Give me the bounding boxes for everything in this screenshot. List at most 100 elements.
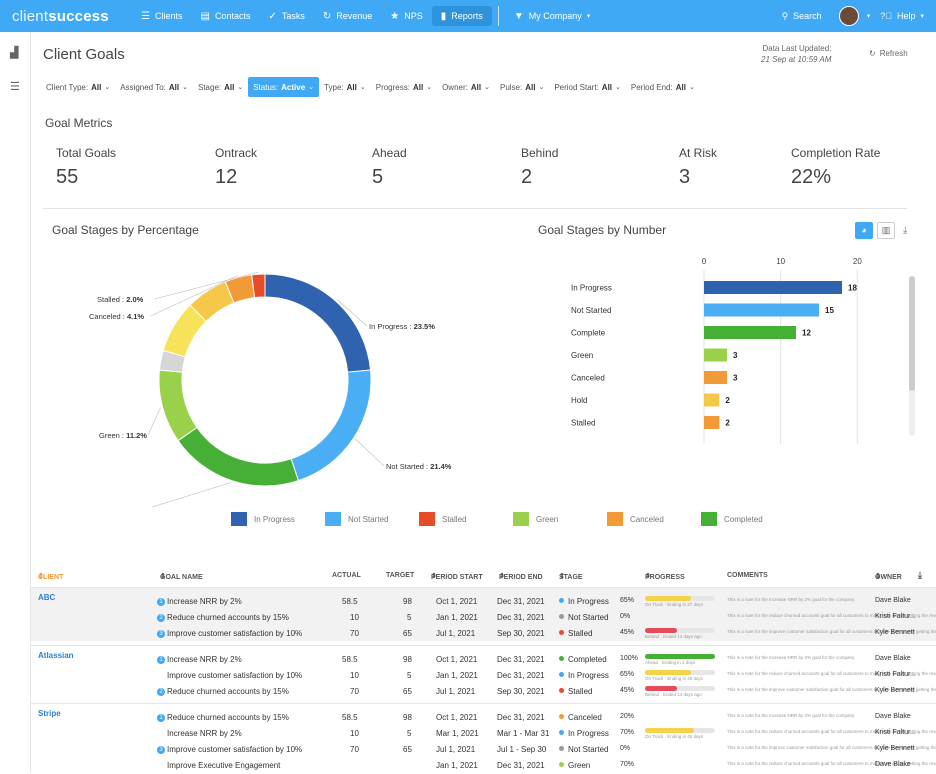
cell-comment: This is a note for the reduce churned ac… bbox=[727, 613, 936, 618]
nav-nps[interactable]: ★ NPS bbox=[390, 10, 423, 22]
app-logo[interactable]: clientsuccess bbox=[12, 7, 109, 25]
filter-pulse[interactable]: Pulse: All ⌄ bbox=[499, 82, 545, 92]
bar-chart-toggle-icon[interactable]: ▥ bbox=[877, 222, 895, 239]
column-period-end[interactable]: PERIOD END ⇕ bbox=[499, 573, 543, 581]
bar-in-progress[interactable] bbox=[704, 281, 842, 294]
goal-name[interactable]: 1 Increase NRR by 2% bbox=[157, 597, 242, 606]
nav-clients[interactable]: ☰ Clients bbox=[141, 10, 183, 22]
table-row[interactable]: 1 Increase NRR by 2% 58.5 98 Oct 1, 2021 Dec … bbox=[31, 594, 936, 610]
cell-progress-pct: 100% bbox=[620, 655, 638, 662]
filter-status[interactable]: Status: Active ⌄ bbox=[248, 77, 320, 97]
table-row[interactable]: Increase NRR by 2% 10 5 Mar 1, 2021 Mar 1 - … bbox=[31, 726, 936, 742]
donut-slice-complete[interactable] bbox=[177, 426, 300, 487]
column-target[interactable]: TARGET bbox=[386, 572, 415, 579]
goal-name[interactable]: 2 Reduce churned accounts by 15% bbox=[157, 687, 289, 696]
bar-complete[interactable] bbox=[704, 326, 796, 339]
tasks-icon: ✓ bbox=[268, 10, 277, 22]
column-stage[interactable]: STAGE ⇕ bbox=[559, 573, 583, 581]
progress-bar: On Track · Ending in 27 days bbox=[645, 596, 715, 607]
pie-chart-toggle-icon[interactable]: ◕ bbox=[855, 222, 873, 239]
stage-dot bbox=[559, 598, 564, 603]
goal-name[interactable]: 3 Improve customer satisfaction by 10% bbox=[157, 745, 302, 754]
legend-item-not-started[interactable]: Not Started bbox=[325, 512, 403, 526]
cell-progress-pct: 45% bbox=[620, 687, 635, 694]
table-row[interactable]: Improve customer satisfaction by 10% 10 5 J… bbox=[31, 668, 936, 684]
download-icon[interactable]: ⤓ bbox=[918, 570, 922, 580]
cell-target: 65 bbox=[403, 687, 412, 696]
company-selector[interactable]: ▼ My Company ▾ bbox=[513, 10, 591, 22]
cell-progress-pct: 0% bbox=[620, 613, 631, 620]
help-menu[interactable]: ?⃝ Help ▾ bbox=[880, 11, 924, 21]
cell-target: 98 bbox=[403, 597, 412, 606]
filter-owner[interactable]: Owner: All ⌄ bbox=[442, 82, 490, 92]
filter-type[interactable]: Type: All ⌄ bbox=[324, 82, 366, 92]
filter-stage[interactable]: Stage: All ⌄ bbox=[198, 82, 244, 92]
chevron-down-icon[interactable]: ▾ bbox=[866, 13, 871, 20]
table-row[interactable]: 1 Increase NRR by 2% 58.5 98 Oct 1, 2021 Dec … bbox=[31, 652, 936, 668]
filter-period-start[interactable]: Period Start: All ⌄ bbox=[554, 82, 621, 92]
column-period-start[interactable]: PERIOD START ⇕ bbox=[431, 573, 483, 581]
chart-scrollbar[interactable] bbox=[909, 276, 915, 436]
table-row[interactable]: Improve Executive Engagement Jan 1, 2021 D… bbox=[31, 758, 936, 774]
goal-name[interactable]: 3 Improve customer satisfaction by 10% bbox=[157, 629, 302, 638]
filter-period-end[interactable]: Period End: All ⌄ bbox=[630, 82, 695, 92]
client-link[interactable]: Atlassian bbox=[38, 651, 74, 660]
column-goal-name[interactable]: GOAL NAME ⇕ bbox=[160, 573, 203, 581]
help-icon: ?⃝ bbox=[880, 11, 892, 21]
download-icon[interactable]: ⤓ bbox=[903, 225, 908, 236]
scrollbar-thumb[interactable] bbox=[909, 276, 915, 391]
table-row[interactable]: 2 Reduce churned accounts by 15% 70 65 Jul 1… bbox=[31, 684, 936, 700]
legend-item-stalled[interactable]: Stalled bbox=[419, 512, 497, 526]
cell-owner: Dave Blake bbox=[875, 655, 911, 662]
nav-revenue[interactable]: ↻ Revenue bbox=[322, 10, 373, 22]
filter-progress[interactable]: Progress: All ⌄ bbox=[375, 82, 433, 92]
bar-stalled[interactable] bbox=[704, 416, 720, 429]
table-row[interactable]: 1 Reduce churned accounts by 15% 58.5 98 Oct… bbox=[31, 710, 936, 726]
goal-name[interactable]: 1 Increase NRR by 2% bbox=[157, 655, 242, 664]
menu-icon[interactable]: ☰ bbox=[10, 81, 20, 93]
donut-slice-not-started[interactable] bbox=[290, 369, 372, 482]
bar-canceled[interactable] bbox=[704, 371, 727, 384]
column-progress[interactable]: PROGRESS ⇕ bbox=[645, 573, 685, 581]
stage-dot bbox=[559, 688, 564, 693]
nav-tasks[interactable]: ✓ Tasks bbox=[268, 10, 305, 22]
legend-item-in-progress[interactable]: In Progress bbox=[231, 512, 309, 526]
table-row[interactable]: 2 Reduce churned accounts by 15% 10 5 Jan 1,… bbox=[31, 610, 936, 626]
goal-name[interactable]: Increase NRR by 2% bbox=[167, 729, 242, 738]
bar-not-started[interactable] bbox=[704, 303, 819, 317]
goal-stages-donut-chart: In Progress : 23.5% Not Started : 21.4% Co… bbox=[81, 271, 452, 507]
reports-icon[interactable]: ▟ bbox=[10, 47, 19, 59]
legend-item-completed[interactable]: Completed bbox=[701, 512, 779, 526]
legend-item-canceled[interactable]: Canceled bbox=[607, 512, 685, 526]
legend-item-green[interactable]: Green bbox=[513, 512, 591, 526]
legend-swatch bbox=[231, 512, 247, 526]
cell-comment: This is a note for the reduce churned ac… bbox=[727, 729, 936, 734]
goal-name[interactable]: Improve customer satisfaction by 10% bbox=[167, 671, 303, 680]
search-button[interactable]: ⚲ Search bbox=[781, 10, 822, 22]
client-link[interactable]: ABC bbox=[38, 593, 56, 602]
table-row[interactable]: 3 Improve customer satisfaction by 10% 70 6… bbox=[31, 626, 936, 642]
client-link[interactable]: Stripe bbox=[38, 709, 61, 718]
filter-client-type[interactable]: Client Type: All ⌄ bbox=[46, 82, 111, 92]
table-row[interactable]: 3 Improve customer satisfaction by 10% 70 6… bbox=[31, 742, 936, 758]
goal-name[interactable]: 2 Reduce churned accounts by 15% bbox=[157, 613, 289, 622]
goal-name[interactable]: 1 Reduce churned accounts by 15% bbox=[157, 713, 289, 722]
donut-slice-stalled[interactable] bbox=[251, 273, 266, 299]
donut-leader-line bbox=[151, 482, 232, 507]
nav-reports[interactable]: ▮ Reports bbox=[431, 6, 492, 26]
filter-assigned-to[interactable]: Assigned To: All ⌄ bbox=[120, 82, 188, 92]
user-avatar[interactable] bbox=[838, 6, 859, 26]
cell-period-end: Dec 31, 2021 bbox=[497, 597, 545, 606]
column-client[interactable]: CLIENT ⇕ bbox=[38, 573, 64, 581]
cell-owner: Kyle Bennett bbox=[875, 629, 915, 636]
column-owner[interactable]: OWNER ⇕ bbox=[875, 573, 902, 581]
bar-hold[interactable] bbox=[704, 393, 720, 407]
refresh-button[interactable]: ↻ Refresh bbox=[869, 49, 908, 58]
goal-name[interactable]: Improve Executive Engagement bbox=[167, 761, 281, 770]
donut-slice-in-progress[interactable] bbox=[264, 273, 372, 373]
bar-green[interactable] bbox=[704, 348, 727, 362]
column-actual[interactable]: ACTUAL bbox=[332, 572, 361, 579]
nav-contacts[interactable]: ▤ Contacts bbox=[200, 10, 251, 22]
cell-actual: 10 bbox=[350, 671, 359, 680]
donut-slice-green[interactable] bbox=[158, 369, 198, 442]
